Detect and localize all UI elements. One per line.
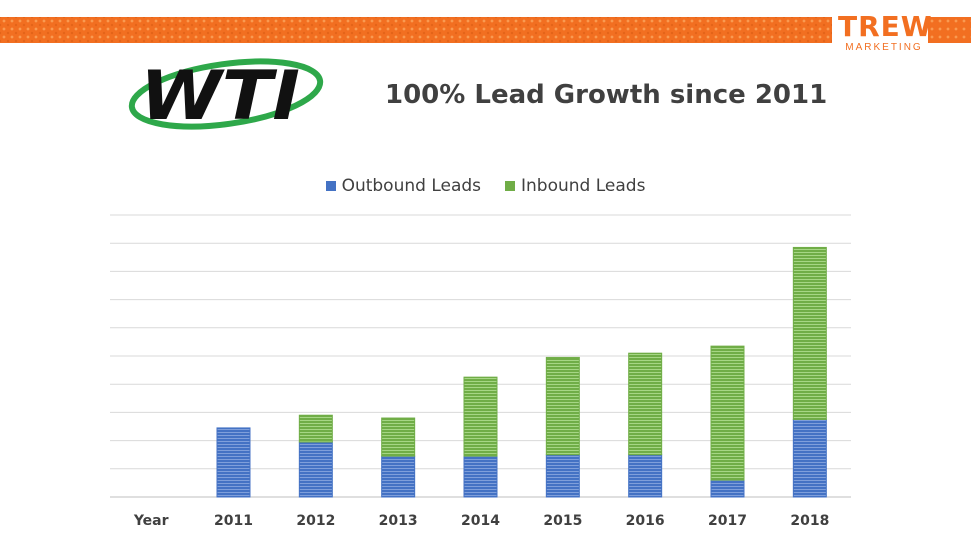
chart-legend: Outbound Leads Inbound Leads [0, 176, 971, 196]
wti-logo-ring [128, 58, 324, 130]
legend-item-inbound: Inbound Leads [505, 176, 645, 196]
bar-inbound-2015 [545, 356, 580, 456]
trew-marketing-logo: TREW MARKETING [838, 10, 933, 54]
x-tick-label: 2018 [790, 513, 829, 529]
bar-outbound-2015 [545, 454, 580, 498]
brand-name: TREW [838, 10, 933, 43]
x-tick-label: 2012 [296, 513, 335, 529]
bar-inbound-2018 [792, 246, 827, 420]
header-band-right [928, 17, 971, 43]
x-tick-label: 2016 [626, 513, 665, 529]
x-tick-label: 2014 [461, 513, 500, 529]
brand-tagline: MARKETING [845, 42, 923, 53]
bar-outbound-2011 [216, 427, 251, 498]
legend-label-outbound: Outbound Leads [341, 176, 482, 196]
x-tick-label: 2013 [379, 513, 418, 529]
chart-title: 100% Lead Growth since 2011 [385, 80, 828, 110]
x-tick-label: 2017 [708, 513, 747, 529]
x-tick-label: Year [133, 513, 169, 529]
wti-logo-text: WTI [140, 57, 300, 132]
chart-bars [216, 246, 827, 498]
bar-outbound-2013 [381, 455, 416, 498]
x-tick-label: 2011 [214, 513, 253, 529]
bar-outbound-2014 [463, 455, 498, 498]
bar-inbound-2016 [628, 352, 663, 456]
legend-swatch-inbound [505, 181, 516, 191]
bar-inbound-2014 [463, 376, 498, 457]
bar-outbound-2017 [710, 479, 745, 498]
header-band [0, 17, 832, 43]
bar-inbound-2013 [381, 417, 416, 457]
chart-x-axis-labels: Year 2011 2012 2013 2014 2015 2016 2017 2018 [133, 513, 830, 529]
legend-label-inbound: Inbound Leads [521, 176, 646, 196]
x-tick-label: 2015 [543, 513, 582, 529]
wti-logo: WTI [128, 57, 324, 132]
bar-inbound-2012 [298, 414, 333, 443]
bar-outbound-2018 [792, 418, 827, 498]
bar-inbound-2017 [710, 345, 745, 481]
bar-outbound-2012 [298, 441, 333, 498]
legend-swatch-outbound [325, 181, 336, 191]
bar-outbound-2016 [628, 454, 663, 498]
legend-item-outbound: Outbound Leads [325, 176, 482, 196]
